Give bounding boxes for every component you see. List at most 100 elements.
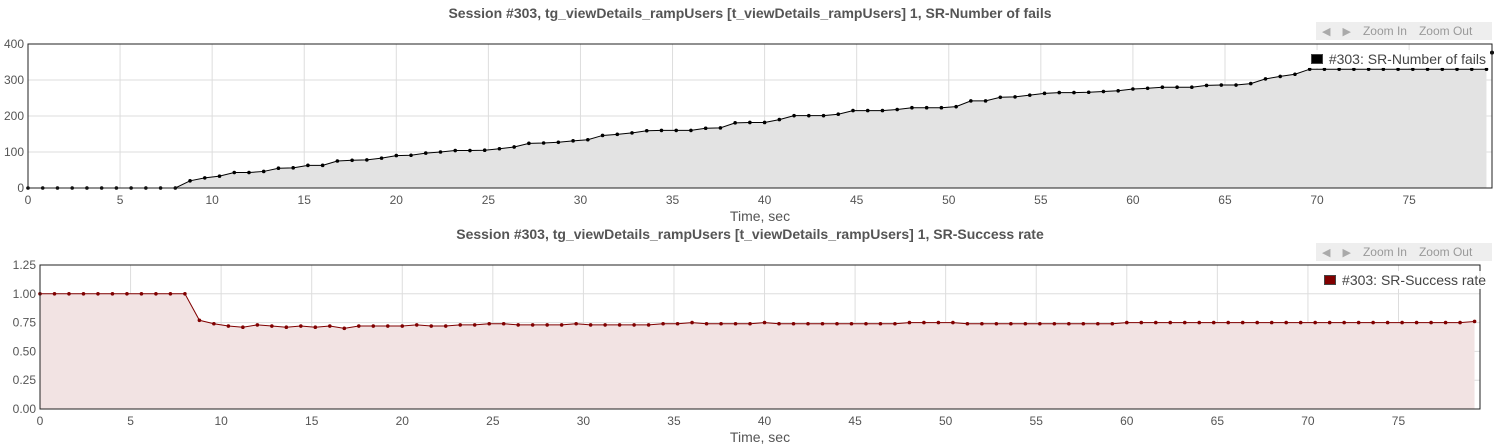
x-tick-label: 40 xyxy=(758,414,772,428)
data-point xyxy=(630,131,634,135)
data-point xyxy=(1255,320,1260,325)
data-point xyxy=(865,108,870,113)
data-point xyxy=(980,321,984,326)
data-point xyxy=(1145,86,1150,91)
data-point xyxy=(806,321,810,326)
data-point xyxy=(516,323,520,327)
data-point xyxy=(1139,320,1144,325)
data-point xyxy=(1293,72,1297,77)
data-point xyxy=(600,133,605,138)
data-point xyxy=(617,323,622,327)
data-point xyxy=(571,139,575,143)
data-point xyxy=(1425,67,1430,71)
data-point xyxy=(893,321,897,326)
x-tick-label: 0 xyxy=(25,193,32,207)
data-point xyxy=(586,137,590,142)
right-arrow-icon[interactable]: ▶ xyxy=(1342,25,1351,38)
y-tick-label: 0.00 xyxy=(13,402,37,416)
data-point xyxy=(188,179,192,183)
data-point xyxy=(1443,320,1448,325)
data-point xyxy=(924,105,929,110)
data-point xyxy=(1307,67,1312,71)
data-point xyxy=(1038,321,1042,326)
data-point xyxy=(851,108,855,113)
data-point xyxy=(453,148,458,153)
zoom-out-button[interactable]: Zoom Out xyxy=(1418,24,1473,38)
x-tick-label: 30 xyxy=(577,414,591,428)
data-point xyxy=(603,323,607,327)
left-arrow-icon[interactable]: ◀ xyxy=(1322,25,1331,38)
data-point xyxy=(1429,320,1433,325)
data-point xyxy=(951,320,955,325)
x-axis-label: Time, sec xyxy=(730,429,790,445)
y-tick-label: 0.75 xyxy=(13,316,37,330)
x-tick-label: 10 xyxy=(205,193,219,207)
data-point xyxy=(791,321,796,326)
data-point xyxy=(675,321,680,326)
data-point xyxy=(646,323,651,327)
data-point xyxy=(1322,67,1327,71)
data-point xyxy=(574,321,578,326)
data-point xyxy=(394,153,399,158)
data-point xyxy=(939,105,944,110)
x-tick-label: 35 xyxy=(666,193,680,207)
data-point xyxy=(530,323,535,327)
data-point xyxy=(183,292,187,296)
data-point xyxy=(969,99,973,103)
data-point xyxy=(1067,321,1071,326)
data-point xyxy=(907,320,912,325)
data-point xyxy=(1052,321,1057,326)
y-tick-label: 0 xyxy=(17,181,24,195)
data-point xyxy=(414,323,419,327)
data-point xyxy=(1096,321,1100,326)
data-point xyxy=(1168,320,1173,325)
plot-frame xyxy=(39,264,1481,410)
series-area xyxy=(28,69,1487,188)
data-point xyxy=(1211,320,1216,325)
data-point xyxy=(983,99,988,103)
data-point xyxy=(1371,320,1375,325)
data-point xyxy=(400,324,405,328)
data-point xyxy=(276,166,281,170)
data-point xyxy=(1219,83,1224,87)
legend-swatch xyxy=(1324,275,1337,285)
x-tick-label: 15 xyxy=(298,193,312,207)
data-point xyxy=(139,292,144,296)
chart-toolbar: ◀ ▶ Zoom In Zoom Out xyxy=(1316,22,1492,40)
data-point xyxy=(1131,87,1135,91)
data-point xyxy=(356,324,361,328)
zoom-in-button[interactable]: Zoom In xyxy=(1362,245,1407,259)
data-point xyxy=(371,324,376,328)
data-point xyxy=(472,323,477,327)
data-point xyxy=(821,113,826,118)
y-tick-label: 100 xyxy=(4,145,24,159)
zoom-out-button[interactable]: Zoom Out xyxy=(1418,245,1473,259)
data-point xyxy=(878,321,883,326)
data-point xyxy=(1160,85,1165,89)
data-point xyxy=(1327,320,1332,325)
data-point xyxy=(365,158,369,162)
x-tick-label: 35 xyxy=(667,414,681,428)
x-tick-label: 25 xyxy=(486,414,500,428)
y-tick-label: 1.25 xyxy=(13,258,37,272)
data-point xyxy=(1204,83,1209,88)
data-point xyxy=(438,150,443,154)
data-point xyxy=(512,145,516,149)
left-arrow-icon[interactable]: ◀ xyxy=(1322,246,1331,259)
zoom-in-button[interactable]: Zoom In xyxy=(1362,24,1407,38)
data-point xyxy=(1440,67,1445,71)
data-point xyxy=(1072,90,1076,95)
right-arrow-icon[interactable]: ▶ xyxy=(1342,246,1351,259)
data-point xyxy=(1396,67,1400,71)
data-point xyxy=(1337,67,1341,71)
data-point xyxy=(733,121,737,125)
data-point xyxy=(1009,321,1013,326)
data-point xyxy=(232,170,237,175)
x-tick-label: 15 xyxy=(305,414,319,428)
data-point xyxy=(910,105,914,110)
data-point xyxy=(994,321,999,326)
data-point xyxy=(777,117,782,122)
data-point xyxy=(527,141,531,146)
data-point xyxy=(1124,320,1129,325)
series-line xyxy=(28,68,1487,189)
